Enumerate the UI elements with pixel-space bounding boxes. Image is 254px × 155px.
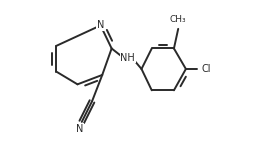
Text: NH: NH	[120, 53, 135, 63]
Text: Cl: Cl	[201, 64, 211, 74]
Text: N: N	[76, 124, 84, 134]
Text: CH₃: CH₃	[170, 15, 186, 24]
Text: N: N	[97, 20, 104, 30]
